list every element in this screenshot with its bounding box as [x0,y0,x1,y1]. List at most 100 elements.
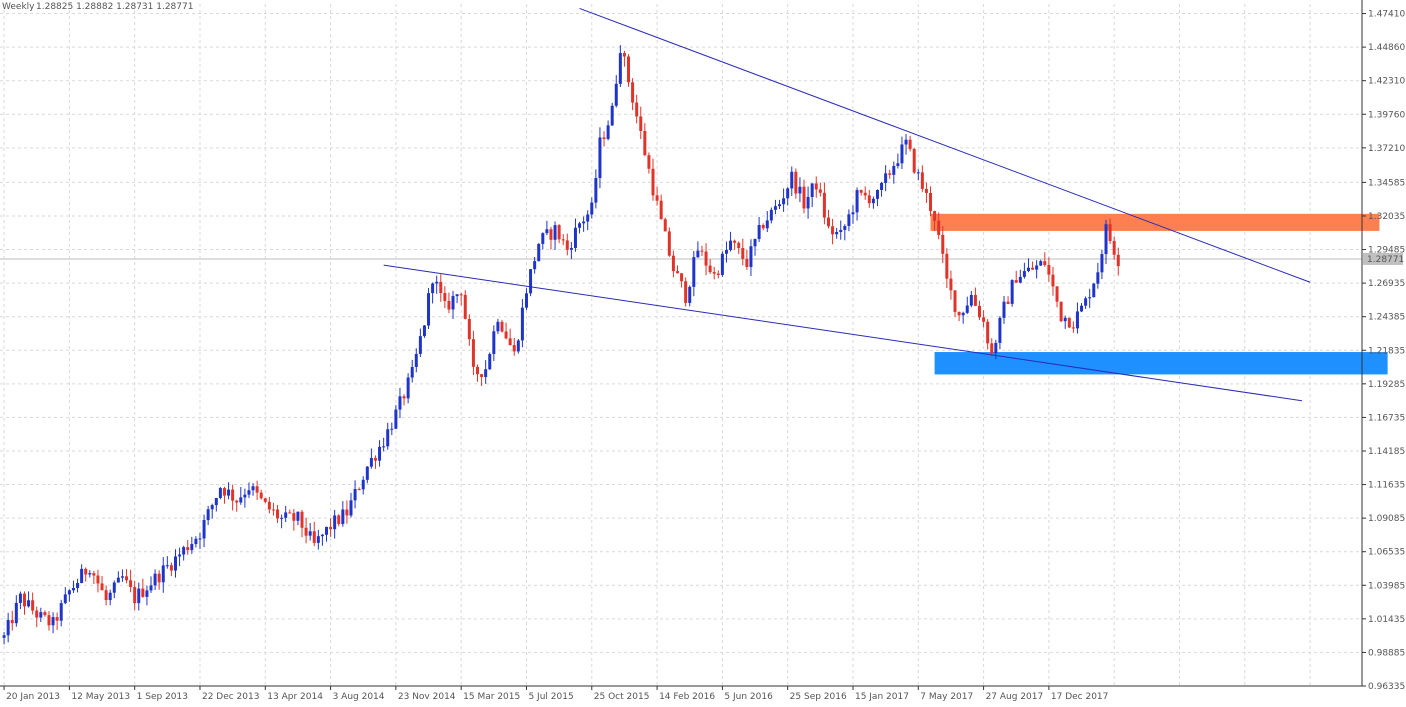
candle-bull [516,340,520,352]
candle-bull [806,196,810,209]
candle-bull [488,354,492,370]
time-tick-label: 20 Jan 2013 [6,692,60,702]
candle-bull [492,331,496,355]
candle-bear [859,190,863,193]
candle-bull [112,582,116,593]
candle-bull [573,227,577,248]
candle-bear [263,498,267,502]
candle-bull [688,286,692,303]
candle-bull [729,240,733,250]
candle-bull [757,225,761,239]
candle-bear [908,139,912,149]
candle-bull [1022,271,1026,277]
price-tick-label: 1.34585 [1368,178,1405,188]
candle-bull [378,446,382,461]
candle-bull [1075,311,1079,329]
candle-bear [867,195,871,204]
candle-bull [2,635,6,638]
candle-bear [276,509,280,519]
candle-bull [116,577,120,583]
candle-bear [1112,241,1116,255]
candle-bull [247,490,251,495]
price-tick-label: 1.19285 [1368,380,1405,390]
candle-bear [1116,254,1120,267]
candle-bull [280,517,284,519]
candle-bear [312,531,316,543]
candle-bear [814,183,818,190]
candle-bear [47,615,51,626]
candle-bull [296,511,300,521]
candle-bear [671,255,675,272]
candle-bull [320,534,324,537]
current-price-label: 1.28771 [1367,255,1404,265]
candle-bear [84,568,88,575]
candle-bear [357,489,361,491]
candle-bear [1059,301,1063,322]
candle-bear [826,217,830,227]
candle-bear [1014,280,1018,283]
candle-bear [129,580,133,588]
candle-bear [222,488,226,496]
candle-bear [627,56,631,83]
price-tick-label: 1.01435 [1368,615,1405,625]
candle-bear [92,573,96,576]
candle-bull [969,295,973,306]
candle-bull [582,221,586,224]
candle-bear [680,273,684,282]
candle-bull [835,231,839,235]
candle-bear [831,226,835,235]
support-zone [934,352,1388,375]
candle-bull [149,585,153,591]
candle-bull [1035,265,1039,270]
candle-bear [1031,267,1035,270]
candle-bear [345,509,349,516]
candle-bull [594,178,598,203]
candle-bull [778,204,782,207]
candle-bull [308,531,312,536]
candle-bear [476,366,480,375]
candle-bull [484,369,488,378]
candle-bull [904,139,908,145]
price-tick-label: 1.42310 [1368,77,1405,87]
candle-bear [631,82,635,103]
candle-bear [1071,327,1075,329]
candle-bear [941,234,945,254]
candle-bear [104,590,108,601]
candle-bear [157,573,161,583]
candle-bull [239,497,243,503]
candle-bull [361,479,365,490]
candle-bull [251,486,255,491]
time-tick-label: 22 Dec 2013 [202,692,260,702]
candle-bull [1039,261,1043,266]
candle-bull [578,223,582,228]
candle-bull [916,172,920,174]
candle-bear [402,396,406,399]
candle-bear [957,311,961,316]
candle-bear [1006,301,1010,304]
candle-bull [243,494,247,498]
price-tick-label: 1.03985 [1368,581,1405,591]
candle-bull [451,296,455,310]
candle-bull [720,253,724,275]
candle-bull [790,171,794,189]
candle-bull [598,137,602,179]
current-price-tag [1363,252,1403,265]
time-tick-label: 1 Sep 2013 [137,692,188,702]
candle-bull [206,509,210,521]
candle-bull [161,565,165,583]
candle-bull [798,186,802,194]
candle-bull [1018,276,1022,283]
candle-bull [316,536,320,543]
candle-bull [692,257,696,287]
candle-bear [822,192,826,218]
price-tick-label: 0.96335 [1368,682,1405,692]
candle-bull [533,261,537,270]
candle-bull [524,293,528,308]
candle-bear [1043,261,1047,265]
candle-bull [606,125,610,139]
price-tick-label: 1.09085 [1368,514,1405,524]
candle-bear [100,583,104,591]
candle-bull [210,505,214,510]
